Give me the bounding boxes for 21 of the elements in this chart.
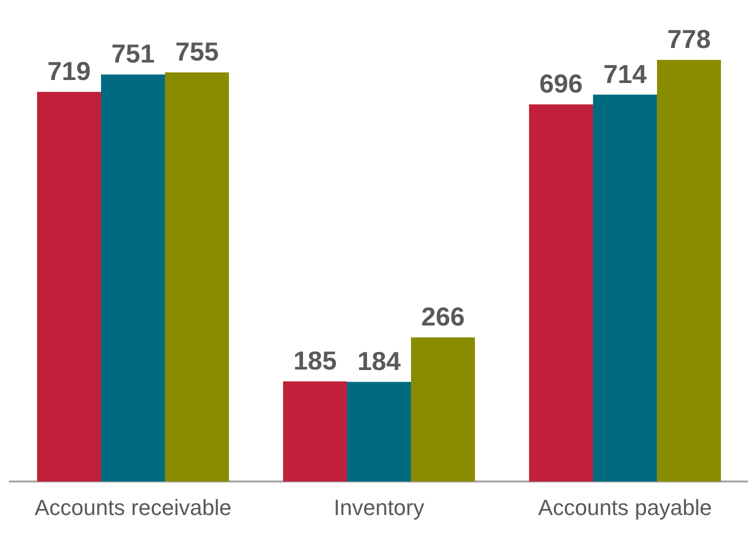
data-label: 696: [539, 68, 583, 99]
data-label: 266: [421, 302, 465, 332]
bar: [656, 60, 721, 482]
bar: [593, 94, 657, 482]
data-label: 184: [357, 346, 402, 376]
data-label: 778: [667, 24, 711, 54]
data-label: 751: [111, 38, 155, 69]
bar: [529, 104, 594, 482]
bar: [164, 72, 229, 482]
bar: [101, 74, 165, 482]
bar: [347, 382, 411, 482]
x-tick-label: Accounts receivable: [34, 494, 232, 520]
data-label: 719: [47, 56, 91, 86]
bar: [37, 92, 102, 482]
data-label: 755: [175, 36, 219, 67]
x-tick-label: Inventory: [334, 494, 424, 520]
data-label: 185: [293, 346, 337, 376]
bar: [410, 337, 475, 482]
x-tick-label: Accounts payable: [538, 494, 712, 520]
bar: [283, 381, 348, 482]
data-label: 714: [603, 58, 648, 89]
